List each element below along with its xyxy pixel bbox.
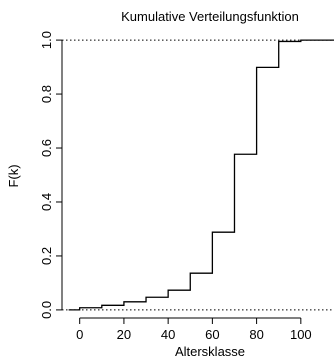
x-axis-ticks: 0 20 40 60 80 100 [76,318,312,342]
chart-title: Kumulative Verteilungsfunktion [121,9,299,24]
y-axis-label: F(k) [6,164,21,187]
x-tick-label-100: 100 [290,327,312,342]
x-tick-label-40: 40 [161,327,175,342]
x-tick-label-60: 60 [205,327,219,342]
x-tick-label-0: 0 [76,327,83,342]
y-tick-label-0-6: 0.6 [39,139,54,157]
x-tick-label-20: 20 [117,327,131,342]
y-axis-ticks: 0.0 0.2 0.4 0.6 0.8 1.0 [39,31,62,319]
y-tick-label-1: 1.0 [39,31,54,49]
reference-lines [62,39,334,311]
step-series [68,39,334,311]
y-tick-label-0-2: 0.2 [39,247,54,265]
x-axis-label: Altersklasse [175,344,245,359]
x-tick-label-80: 80 [249,327,263,342]
y-tick-label-0-4: 0.4 [39,193,54,211]
y-tick-label-0: 0.0 [39,301,54,319]
y-tick-label-0-8: 0.8 [39,85,54,103]
step-line-path [68,39,334,311]
